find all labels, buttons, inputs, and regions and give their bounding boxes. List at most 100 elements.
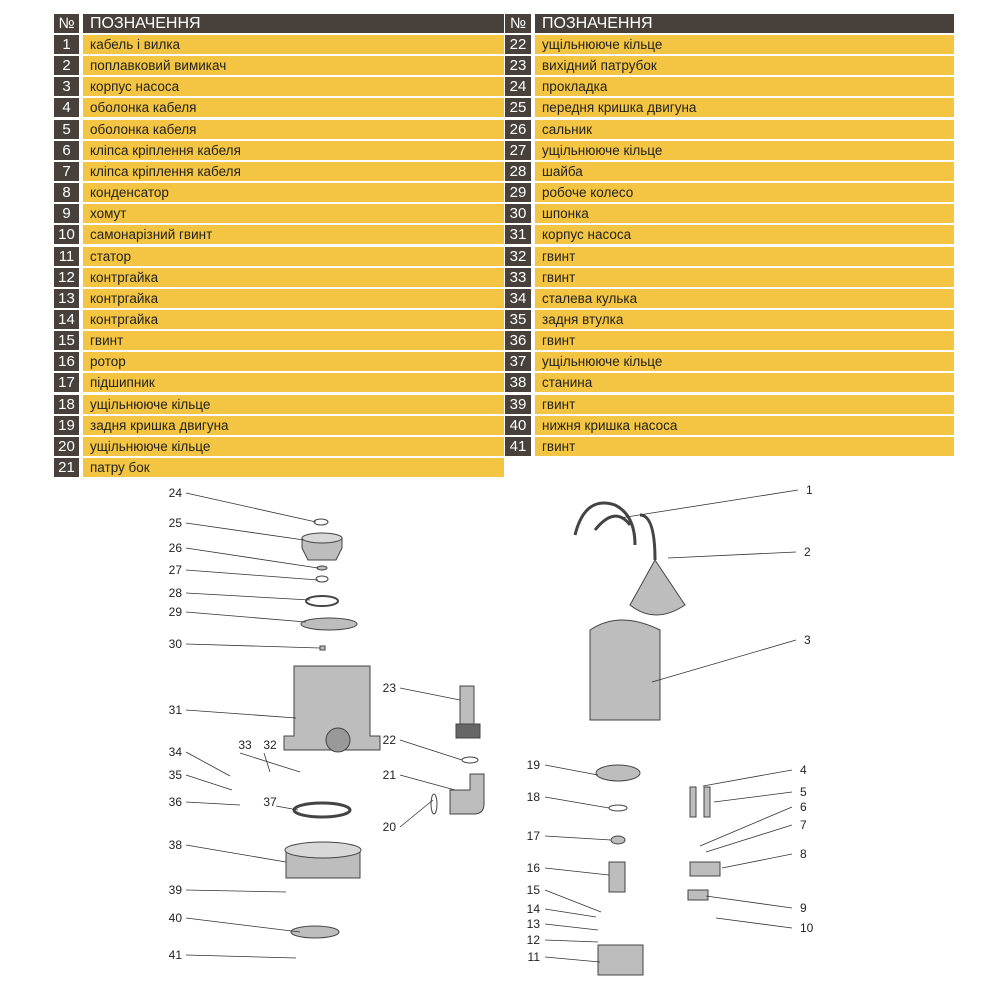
part-name: ущільнююче кільце <box>535 352 954 372</box>
callout-label: 14 <box>527 902 541 916</box>
part-number: 16 <box>54 352 79 372</box>
part-number: 22 <box>505 35 531 54</box>
part-23-outlet <box>459 685 475 727</box>
header-title: ПОЗНАЧЕННЯ <box>535 14 954 33</box>
table-row: 41 гвинт <box>505 436 954 456</box>
part-11-stator <box>597 944 644 976</box>
part-name: поплавковий вимикач <box>83 56 504 76</box>
leader-line <box>544 867 610 876</box>
table-row: 6 кліпса кріплення кабеля <box>54 140 504 160</box>
callout-label: 41 <box>169 948 183 962</box>
part-20-ring <box>430 793 438 815</box>
part-name: гвинт <box>83 331 504 351</box>
callout-label: 36 <box>169 795 183 809</box>
part-31-outlet <box>325 727 351 753</box>
leader-line <box>185 611 307 623</box>
part-name: задня втулка <box>535 309 954 329</box>
leader-line <box>185 801 241 806</box>
header-number: № <box>505 14 531 33</box>
part-number: 39 <box>505 394 531 414</box>
leader-line <box>185 709 297 719</box>
table-row: 28 шайба <box>505 161 954 181</box>
callout-label: 2 <box>804 545 811 559</box>
leader-line <box>185 547 319 569</box>
leader-line <box>399 687 461 701</box>
callout-label: 23 <box>383 681 397 695</box>
leader-line <box>544 764 599 776</box>
part-name: гвинт <box>535 331 954 351</box>
part-9-clamp <box>687 889 709 901</box>
callout-label: 33 <box>238 738 252 752</box>
table-row: 18 ущільнююче кільце <box>54 394 504 414</box>
table-row: 2 поплавковий вимикач <box>54 56 504 76</box>
callout-label: 35 <box>169 768 183 782</box>
part-name: шайба <box>535 161 954 181</box>
part-number: 9 <box>54 204 79 224</box>
table-row: 40 нижня кришка насоса <box>505 415 954 435</box>
leader-line <box>705 895 793 909</box>
part-number: 1 <box>54 35 79 54</box>
leader-line <box>699 806 793 847</box>
table-row: 1 кабель і вилка <box>54 35 504 54</box>
part-name: шпонка <box>535 204 954 224</box>
part-22-ring <box>461 756 479 764</box>
callout-label: 20 <box>383 820 397 834</box>
table-row: 38 станина <box>505 373 954 393</box>
callout-label: 18 <box>527 790 541 804</box>
leader-line <box>399 799 434 828</box>
part-name: самонарізний гвинт <box>83 225 504 245</box>
leader-line <box>185 492 317 523</box>
part-number: 12 <box>54 267 79 287</box>
table-row: 32 гвинт <box>505 246 954 266</box>
table-row: 17 підшипник <box>54 373 504 393</box>
table-row: 3 корпус насоса <box>54 77 504 97</box>
part-27-ring <box>315 575 329 583</box>
part-17-bearing <box>610 835 626 845</box>
part-number: 17 <box>54 373 79 393</box>
part-number: 40 <box>505 415 531 435</box>
callout-label: 16 <box>527 861 541 875</box>
part-number: 8 <box>54 183 79 203</box>
part-name: прокладка <box>535 77 954 97</box>
part-number: 20 <box>54 436 79 456</box>
part-name: гвинт <box>535 246 954 266</box>
callout-label: 9 <box>800 901 807 915</box>
part-number: 27 <box>505 140 531 160</box>
part-number: 26 <box>505 119 531 139</box>
table-row: 23 вихідний патрубок <box>505 56 954 76</box>
part-number: 23 <box>505 56 531 76</box>
part-21-elbow <box>449 773 485 815</box>
leader-line <box>544 923 599 931</box>
header-number: № <box>54 14 79 33</box>
table-row: 14 контргайка <box>54 309 504 329</box>
leader-line <box>544 835 612 841</box>
header-title: ПОЗНАЧЕННЯ <box>83 14 504 33</box>
part-number: 41 <box>505 436 531 456</box>
table-row: 13 контргайка <box>54 288 504 308</box>
part-name: станина <box>535 373 954 393</box>
part-number: 4 <box>54 98 79 118</box>
part-38-top <box>284 841 362 859</box>
part-number: 3 <box>54 77 79 97</box>
callout-label: 39 <box>169 883 183 897</box>
table-row: 4 оболонка кабеля <box>54 98 504 118</box>
table-row: 36 гвинт <box>505 331 954 351</box>
part-28-washer <box>305 595 339 607</box>
callout-label: 19 <box>527 758 541 772</box>
leader-line <box>185 917 301 933</box>
table-row: 19 задня кришка двигуна <box>54 415 504 435</box>
part-name: оболонка кабеля <box>83 119 504 139</box>
callout-label: 4 <box>800 763 807 777</box>
table-row: 31 корпус насоса <box>505 225 954 245</box>
part-name: ущільнююче кільце <box>83 394 504 414</box>
table-row: 37 ущільнююче кільце <box>505 352 954 372</box>
part-number: 21 <box>54 458 79 477</box>
part-19-motor-rear-cover <box>595 764 641 782</box>
part-29-impeller <box>300 617 358 631</box>
table-header: № ПОЗНАЧЕННЯ <box>54 14 504 33</box>
leader-line <box>619 489 799 519</box>
callout-label: 11 <box>528 950 541 964</box>
callout-label: 13 <box>527 917 541 931</box>
table-row: 15 гвинт <box>54 331 504 351</box>
